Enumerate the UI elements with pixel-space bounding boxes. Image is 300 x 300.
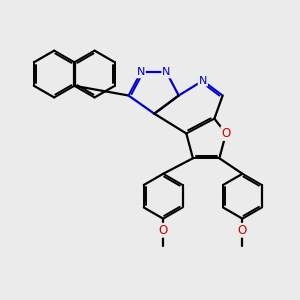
Text: N: N	[136, 68, 145, 77]
Text: O: O	[159, 224, 168, 237]
Text: N: N	[199, 76, 207, 85]
Text: N: N	[162, 68, 171, 77]
Text: O: O	[238, 224, 247, 237]
Text: O: O	[221, 127, 231, 140]
